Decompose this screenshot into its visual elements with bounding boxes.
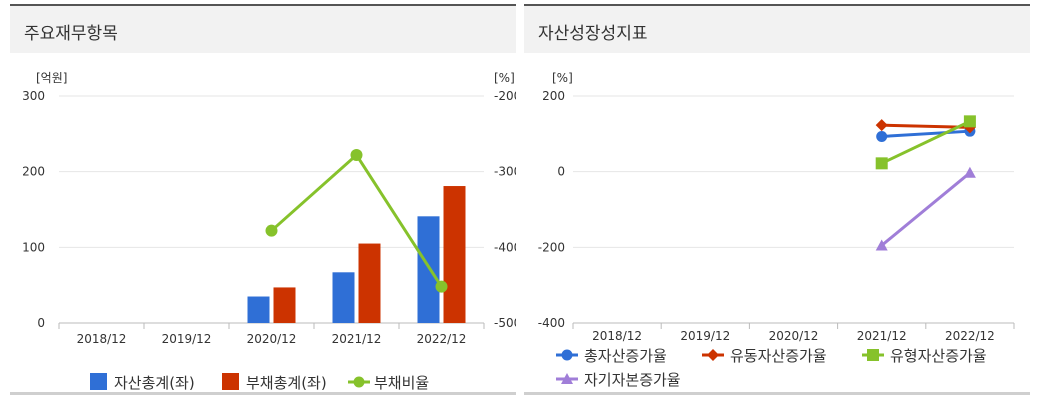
bar-total-liabilities bbox=[443, 186, 466, 323]
legend-marker bbox=[561, 349, 573, 361]
x-tick-label: 2019/12 bbox=[162, 332, 212, 346]
x-tick-label: 2020/12 bbox=[769, 329, 819, 343]
bar-total-assets bbox=[332, 272, 355, 323]
series-point bbox=[875, 119, 888, 132]
bar-total-liabilities bbox=[273, 287, 296, 323]
legend-swatch bbox=[90, 373, 107, 390]
y-tick-label: -200 bbox=[538, 240, 565, 254]
series-point bbox=[875, 157, 888, 170]
series-point bbox=[875, 239, 888, 251]
x-tick-label: 2022/12 bbox=[417, 332, 467, 346]
y-axis-unit: [%] bbox=[552, 71, 573, 85]
legend-label: 부채비율 bbox=[374, 374, 429, 392]
legend-marker bbox=[561, 373, 573, 384]
panel-title: 자산성장성지표 bbox=[538, 24, 648, 44]
y-tick-label: 200 bbox=[542, 89, 565, 103]
x-tick-label: 2018/12 bbox=[592, 329, 642, 343]
line-debt-ratio bbox=[270, 152, 443, 288]
bar-total-assets bbox=[417, 216, 440, 323]
y-axis-unit-right: [%] bbox=[494, 71, 515, 85]
financial-items-chart: 300 200 100 0 -200 -300 -400 -500 [억원] [%] 2018/12… bbox=[22, 71, 516, 392]
y-tick-label: -400 bbox=[538, 316, 565, 330]
bar-total-liabilities bbox=[358, 243, 381, 323]
y-tick-label-right: -300 bbox=[494, 165, 516, 179]
x-tick-label: 2022/12 bbox=[945, 329, 995, 343]
legend-marker bbox=[707, 349, 719, 361]
y-tick-label: 0 bbox=[557, 165, 565, 179]
series-point bbox=[876, 130, 888, 142]
y-axis-unit-left: [억원] bbox=[36, 71, 67, 85]
legend-label: 유동자산증가율 bbox=[730, 347, 827, 365]
y-tick-label-right: -200 bbox=[494, 89, 516, 103]
legend-label: 자산총계(좌) bbox=[114, 374, 195, 392]
panel-header: 자산성장성지표 bbox=[524, 6, 1030, 53]
x-tick-label: 2021/12 bbox=[332, 332, 382, 346]
y-tick-label-left: 100 bbox=[22, 240, 45, 254]
legend-label: 총자산증가율 bbox=[584, 347, 667, 365]
y-tick-label-right: -500 bbox=[494, 316, 516, 330]
legend-marker bbox=[867, 349, 879, 361]
series-point bbox=[963, 166, 976, 178]
bar-total-assets bbox=[247, 296, 270, 323]
asset-growth-panel: 자산성장성지표 200 0 -200 -400 [%] 2018/12 2019/12 202… bbox=[524, 4, 1030, 395]
x-tick-label: 2020/12 bbox=[247, 332, 297, 346]
point-debt-ratio bbox=[435, 280, 448, 293]
panel-title: 주요재무항목 bbox=[24, 24, 118, 44]
legend-label: 부채총계(좌) bbox=[246, 374, 327, 392]
series-line bbox=[880, 171, 971, 247]
y-tick-label-left: 200 bbox=[22, 165, 45, 179]
x-tick-label: 2021/12 bbox=[857, 329, 907, 343]
y-tick-label-left: 300 bbox=[22, 89, 45, 103]
legend-label: 자기자본증가율 bbox=[584, 371, 681, 389]
panel-header: 주요재무항목 bbox=[10, 6, 516, 53]
legend-swatch bbox=[222, 373, 239, 390]
point-debt-ratio bbox=[350, 149, 363, 162]
series-line bbox=[881, 129, 970, 138]
point-debt-ratio bbox=[265, 224, 278, 237]
x-tick-label: 2019/12 bbox=[680, 329, 730, 343]
legend-label: 유형자산증가율 bbox=[890, 347, 987, 365]
y-tick-label-left: 0 bbox=[37, 316, 45, 330]
legend-marker bbox=[353, 376, 365, 388]
series-point bbox=[963, 115, 976, 128]
financial-items-panel: 주요재무항목 300 200 100 0 -200 -300 -400 -500 [억원] [%]… bbox=[10, 4, 516, 395]
series-line bbox=[881, 119, 971, 165]
x-tick-label: 2018/12 bbox=[77, 332, 127, 346]
asset-growth-chart: 200 0 -200 -400 [%] 2018/12 2019/12 2020/12 2021… bbox=[538, 71, 1015, 389]
y-tick-label-right: -400 bbox=[494, 240, 516, 254]
